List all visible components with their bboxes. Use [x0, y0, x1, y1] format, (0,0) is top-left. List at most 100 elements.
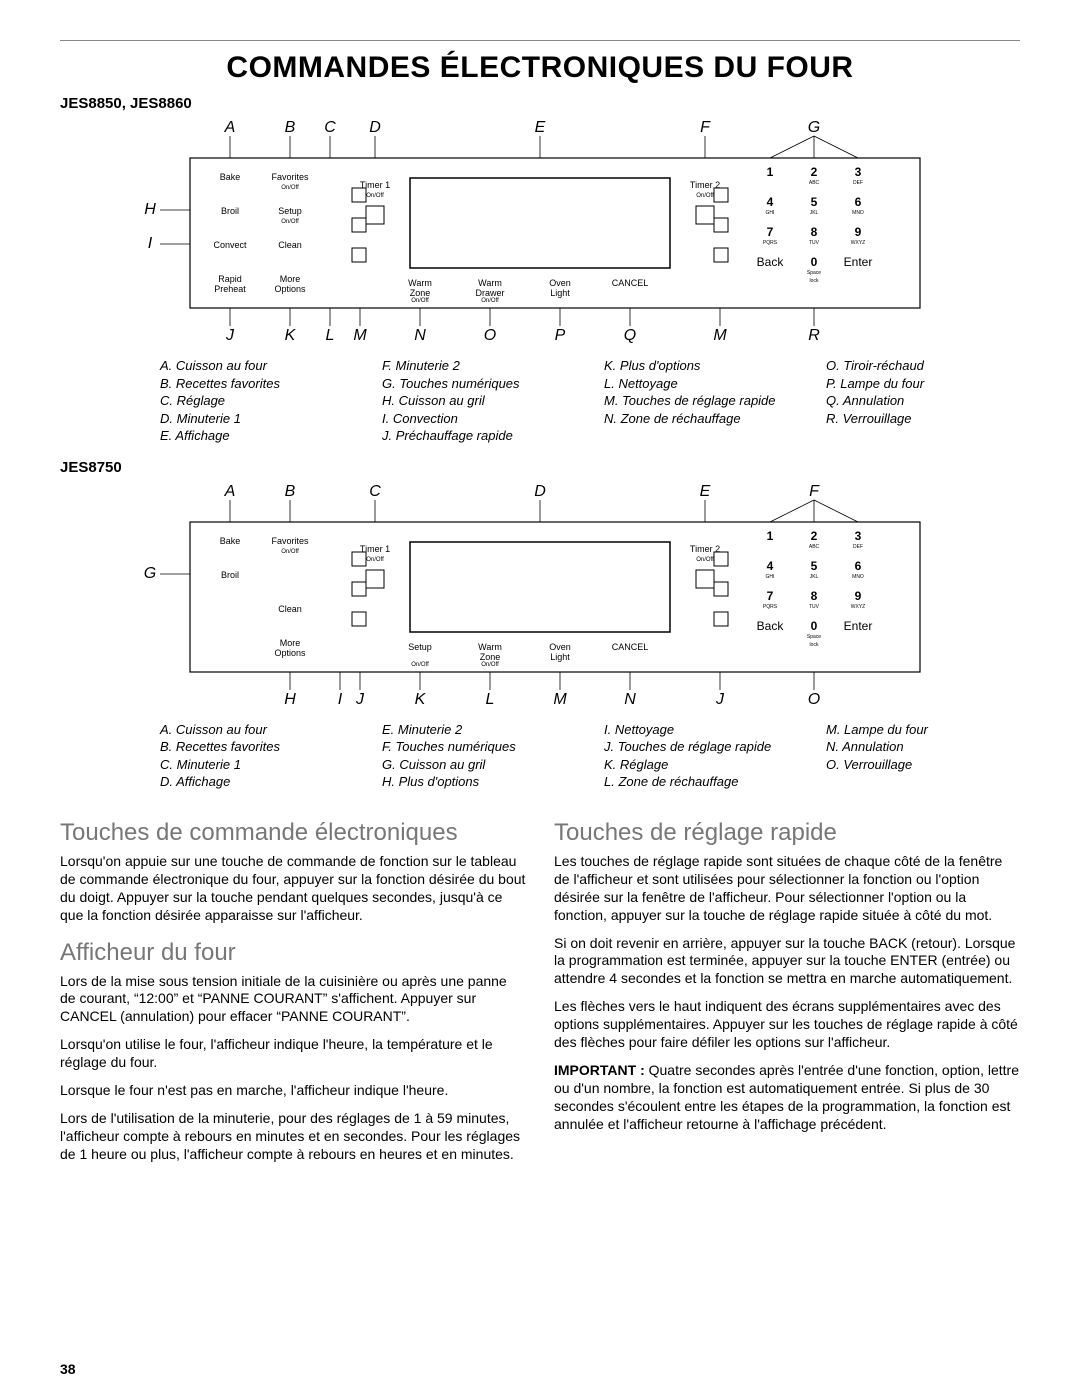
- legend-2: A. Cuisson au fourB. Recettes favoritesC…: [160, 721, 1020, 791]
- svg-text:Light: Light: [550, 652, 570, 662]
- svg-text:Oven: Oven: [549, 642, 571, 652]
- svg-text:PQRS: PQRS: [763, 240, 778, 246]
- legend-item: E. Minuterie 2: [382, 721, 576, 739]
- svg-text:B: B: [285, 483, 296, 500]
- page-title: COMMANDES ÉLECTRONIQUES DU FOUR: [60, 51, 1020, 85]
- svg-text:I: I: [148, 235, 153, 252]
- text-columns: Touches de commande électroniques Lorsqu…: [60, 805, 1020, 1174]
- svg-text:L: L: [486, 691, 495, 708]
- legend-item: D. Affichage: [160, 773, 354, 791]
- svg-text:Rapid: Rapid: [218, 274, 242, 284]
- svg-text:9: 9: [855, 589, 862, 603]
- svg-text:6: 6: [855, 559, 862, 573]
- svg-text:ABC: ABC: [809, 180, 820, 186]
- left-column: Touches de commande électroniques Lorsqu…: [60, 805, 526, 1174]
- svg-text:Space: Space: [807, 270, 821, 276]
- svg-text:Bake: Bake: [220, 536, 241, 546]
- svg-text:Options: Options: [274, 648, 306, 658]
- svg-text:Drawer: Drawer: [475, 288, 504, 298]
- svg-text:F: F: [809, 483, 820, 500]
- legend-item: A. Cuisson au four: [160, 357, 354, 375]
- svg-text:5: 5: [811, 195, 818, 209]
- svg-text:J: J: [715, 691, 725, 708]
- svg-text:On/Off: On/Off: [366, 193, 384, 199]
- svg-text:N: N: [624, 691, 636, 708]
- svg-text:Favorites: Favorites: [271, 172, 309, 182]
- svg-text:Clean: Clean: [278, 240, 302, 250]
- svg-text:M: M: [553, 691, 567, 708]
- body-text: Lors de l'utilisation de la minuterie, p…: [60, 1110, 526, 1164]
- legend-item: B. Recettes favorites: [160, 375, 354, 393]
- legend-item: B. Recettes favorites: [160, 738, 354, 756]
- svg-text:O: O: [484, 327, 496, 344]
- svg-text:Back: Back: [757, 255, 785, 269]
- section-heading: Touches de commande électroniques: [60, 819, 526, 847]
- svg-text:E: E: [700, 483, 711, 500]
- body-text: Les flèches vers le haut indiquent des é…: [554, 998, 1020, 1052]
- svg-text:Light: Light: [550, 288, 570, 298]
- svg-text:Setup: Setup: [278, 206, 302, 216]
- svg-text:5: 5: [811, 559, 818, 573]
- svg-text:ABC: ABC: [809, 544, 820, 550]
- svg-text:1: 1: [767, 165, 774, 179]
- svg-text:G: G: [144, 565, 156, 582]
- svg-text:Oven: Oven: [549, 278, 571, 288]
- legend-1: A. Cuisson au fourB. Recettes favoritesC…: [160, 357, 1020, 445]
- legend-item: N. Annulation: [826, 738, 1020, 756]
- important-label: IMPORTANT :: [554, 1062, 645, 1078]
- svg-text:N: N: [414, 327, 426, 344]
- svg-text:8: 8: [811, 589, 818, 603]
- legend-item: G. Cuisson au gril: [382, 756, 576, 774]
- svg-text:Zone: Zone: [410, 288, 431, 298]
- svg-text:CANCEL: CANCEL: [612, 642, 649, 652]
- legend-item: Q. Annulation: [826, 392, 1020, 410]
- svg-text:JKL: JKL: [810, 210, 819, 216]
- svg-text:6: 6: [855, 195, 862, 209]
- svg-text:H: H: [284, 691, 296, 708]
- legend-item: M. Touches de réglage rapide: [604, 392, 798, 410]
- svg-text:WXYZ: WXYZ: [851, 604, 865, 610]
- model-label-1: JES8850, JES8860: [60, 95, 1020, 112]
- body-text: Si on doit revenir en arrière, appuyer s…: [554, 935, 1020, 989]
- svg-text:Clean: Clean: [278, 604, 302, 614]
- section-heading: Touches de réglage rapide: [554, 819, 1020, 847]
- control-panel-diagram-1: BakeFavoritesOn/OffBroilSetupOn/OffConve…: [120, 118, 1020, 351]
- legend-item: J. Préchauffage rapide: [382, 427, 576, 445]
- svg-text:On/Off: On/Off: [366, 557, 384, 563]
- svg-text:On/Off: On/Off: [481, 298, 499, 304]
- legend-item: C. Réglage: [160, 392, 354, 410]
- svg-text:K: K: [285, 327, 297, 344]
- svg-text:TUV: TUV: [809, 240, 820, 246]
- svg-text:R: R: [808, 327, 820, 344]
- svg-text:M: M: [713, 327, 727, 344]
- legend-item: O. Tiroir-réchaud: [826, 357, 1020, 375]
- svg-text:Warm: Warm: [408, 278, 432, 288]
- legend-item: M. Lampe du four: [826, 721, 1020, 739]
- svg-text:O: O: [808, 691, 820, 708]
- svg-text:On/Off: On/Off: [281, 185, 299, 191]
- svg-text:C: C: [369, 483, 381, 500]
- legend-item: C. Minuterie 1: [160, 756, 354, 774]
- svg-text:I: I: [338, 691, 343, 708]
- svg-text:J: J: [355, 691, 365, 708]
- legend-item: D. Minuterie 1: [160, 410, 354, 428]
- body-text: IMPORTANT : Quatre secondes après l'entr…: [554, 1062, 1020, 1134]
- svg-text:TUV: TUV: [809, 604, 820, 610]
- svg-text:GHI: GHI: [766, 574, 775, 580]
- svg-text:Convect: Convect: [213, 240, 247, 250]
- svg-text:L: L: [326, 327, 335, 344]
- legend-item: F. Touches numériques: [382, 738, 576, 756]
- svg-text:On/Off: On/Off: [481, 662, 499, 668]
- legend-item: A. Cuisson au four: [160, 721, 354, 739]
- svg-text:9: 9: [855, 225, 862, 239]
- svg-text:MNO: MNO: [852, 574, 864, 580]
- svg-text:M: M: [353, 327, 367, 344]
- svg-text:7: 7: [767, 589, 774, 603]
- svg-text:G: G: [808, 119, 820, 136]
- svg-text:Preheat: Preheat: [214, 284, 246, 294]
- svg-text:C: C: [324, 119, 336, 136]
- svg-text:8: 8: [811, 225, 818, 239]
- svg-text:DEF: DEF: [853, 180, 863, 186]
- legend-item: J. Touches de réglage rapide: [604, 738, 798, 756]
- svg-text:PQRS: PQRS: [763, 604, 778, 610]
